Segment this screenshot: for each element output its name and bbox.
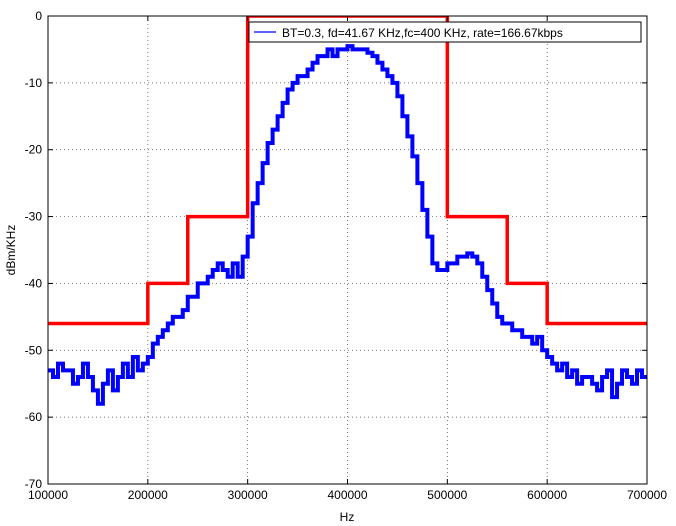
- x-tick-label: 100000: [28, 488, 68, 502]
- spectrum-series-line: [48, 44, 647, 406]
- x-tick-label: 300000: [228, 488, 268, 502]
- y-tick-label: -60: [25, 410, 43, 424]
- y-axis-label: dBm/KHz: [4, 225, 18, 276]
- mask-series-line: [48, 16, 647, 326]
- plot-background: [48, 16, 647, 484]
- legend-box: [248, 21, 642, 43]
- x-axis-label: Hz: [340, 510, 355, 524]
- y-tick-label: -70: [25, 477, 43, 491]
- y-tick-label: 0: [35, 9, 42, 23]
- y-tick-label: -40: [25, 276, 43, 290]
- x-tick-label: 700000: [627, 488, 667, 502]
- y-tick-label: -20: [25, 143, 43, 157]
- y-tick-label: -30: [25, 210, 43, 224]
- data-series: [48, 16, 647, 406]
- y-tick-label: -10: [25, 76, 43, 90]
- x-tick-label: 500000: [427, 488, 467, 502]
- y-tick-label: -50: [25, 343, 43, 357]
- x-tick-label: 200000: [128, 488, 168, 502]
- axis-ticks: 100000 200000 300000 400000 500000 600000 7000…: [25, 9, 668, 502]
- x-tick-label: 600000: [527, 488, 567, 502]
- x-tick-label: 400000: [327, 488, 367, 502]
- legend-entry: BT=0.3, fd=41.67 KHz,fc=400 KHz, rate=16…: [282, 26, 563, 40]
- legend: BT=0.3, fd=41.67 KHz,fc=400 KHz, rate=16…: [248, 21, 642, 43]
